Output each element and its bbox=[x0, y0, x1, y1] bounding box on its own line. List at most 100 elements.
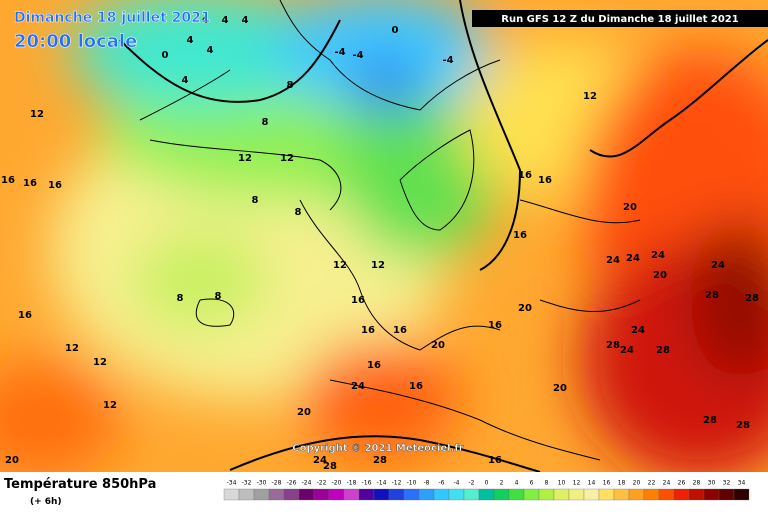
scale-swatch bbox=[313, 488, 330, 501]
scale-swatch bbox=[448, 488, 465, 501]
contour-label: 24 bbox=[606, 255, 620, 266]
scale-swatch bbox=[328, 488, 345, 501]
field-title: Température 850hPa bbox=[4, 477, 156, 492]
contour-label: 8 bbox=[252, 195, 259, 206]
contour-label: 28 bbox=[606, 340, 620, 351]
scale-label: 8 bbox=[545, 480, 549, 487]
contour-label: 24 bbox=[351, 381, 365, 392]
scale-label: -22 bbox=[317, 480, 327, 487]
scale-label: -26 bbox=[287, 480, 297, 487]
scale-swatch bbox=[703, 488, 720, 501]
scale-label: -12 bbox=[392, 480, 402, 487]
scale-label: 10 bbox=[558, 480, 566, 487]
scale-swatch bbox=[718, 488, 735, 501]
scale-label: 14 bbox=[588, 480, 596, 487]
contour-label: 28 bbox=[745, 293, 759, 304]
contour-label: 16 bbox=[488, 320, 502, 331]
contour-label: 16 bbox=[409, 381, 423, 392]
contour-label: 8 bbox=[215, 291, 222, 302]
scale-label: -2 bbox=[469, 480, 475, 487]
run-banner bbox=[472, 10, 768, 27]
contour-label: 4 bbox=[242, 15, 249, 26]
contour-label: -4 bbox=[442, 55, 453, 66]
contour-label: 16 bbox=[538, 175, 552, 186]
scale-swatch bbox=[268, 488, 285, 501]
scale-label: 22 bbox=[648, 480, 656, 487]
scale-swatch bbox=[733, 488, 750, 501]
scale-label: 30 bbox=[708, 480, 716, 487]
scale-label: -30 bbox=[257, 480, 267, 487]
contour-label: 20 bbox=[623, 202, 637, 213]
scale-swatch bbox=[658, 488, 675, 501]
contour-label: 20 bbox=[5, 455, 19, 466]
scale-swatch bbox=[598, 488, 615, 501]
map-date: Dimanche 18 juillet 2021 bbox=[14, 10, 211, 26]
scale-label: -10 bbox=[407, 480, 417, 487]
contour-label: 8 bbox=[295, 207, 302, 218]
scale-label: 6 bbox=[530, 480, 534, 487]
map-time: 20:00 locale bbox=[14, 31, 137, 52]
scale-swatch bbox=[568, 488, 585, 501]
scale-label: -28 bbox=[272, 480, 282, 487]
lead-time: (+ 6h) bbox=[30, 497, 62, 507]
scale-label: 12 bbox=[573, 480, 581, 487]
scale-label: -14 bbox=[377, 480, 387, 487]
contour-label: 12 bbox=[103, 400, 117, 411]
contour-label: 16 bbox=[18, 310, 32, 321]
scale-swatch bbox=[613, 488, 630, 501]
contour-label: 12 bbox=[280, 153, 294, 164]
contour-label: 28 bbox=[703, 415, 717, 426]
scale-swatch bbox=[373, 488, 390, 501]
scale-label: 2 bbox=[500, 480, 504, 487]
contour-label: 4 bbox=[187, 35, 194, 46]
contour-label: 24 bbox=[631, 325, 645, 336]
scale-swatch bbox=[253, 488, 270, 501]
contour-label: -4 bbox=[334, 47, 345, 58]
contour-label: 28 bbox=[323, 461, 337, 472]
scale-swatch bbox=[463, 488, 480, 501]
contour-label: 12 bbox=[30, 109, 44, 120]
contour-label: 16 bbox=[513, 230, 527, 241]
contour-label: 16 bbox=[1, 175, 15, 186]
contour-label: 24 bbox=[626, 253, 640, 264]
contour-lines bbox=[119, 0, 768, 472]
contour-label: 28 bbox=[373, 455, 387, 466]
contour-label: 12 bbox=[583, 91, 597, 102]
contour-label: 24 bbox=[620, 345, 634, 356]
scale-swatch bbox=[538, 488, 555, 501]
scale-label: 28 bbox=[693, 480, 701, 487]
scale-label: 26 bbox=[678, 480, 686, 487]
copyright: Copyright © 2021 Meteociel.fr bbox=[292, 443, 463, 454]
contour-label: 4 bbox=[222, 15, 229, 26]
contour-label: 20 bbox=[653, 270, 667, 281]
scale-label: 4 bbox=[515, 480, 519, 487]
contour-label: 28 bbox=[736, 420, 750, 431]
scale-label: -24 bbox=[302, 480, 312, 487]
scale-swatch bbox=[673, 488, 690, 501]
contour-label: 0 bbox=[162, 50, 169, 61]
contour-label: -4 bbox=[352, 50, 363, 61]
scale-swatch bbox=[283, 488, 300, 501]
scale-swatch bbox=[688, 488, 705, 501]
contour-label: 8 bbox=[177, 293, 184, 304]
contour-label: 16 bbox=[393, 325, 407, 336]
scale-swatch bbox=[418, 488, 435, 501]
contour-label: 12 bbox=[333, 260, 347, 271]
scale-swatch bbox=[388, 488, 405, 501]
scale-swatch bbox=[433, 488, 450, 501]
contour-label: 16 bbox=[488, 455, 502, 466]
scale-swatch bbox=[643, 488, 660, 501]
scale-swatch bbox=[343, 488, 360, 501]
contour-label: 28 bbox=[705, 290, 719, 301]
scale-label: -8 bbox=[424, 480, 430, 487]
contour-label: 24 bbox=[651, 250, 665, 261]
scale-swatch bbox=[223, 488, 240, 501]
scale-swatch bbox=[523, 488, 540, 501]
scale-label: -16 bbox=[362, 480, 372, 487]
contour-label: 16 bbox=[518, 170, 532, 181]
contour-label: 8 bbox=[262, 117, 269, 128]
scale-label: 24 bbox=[663, 480, 671, 487]
run-info: Run GFS 12 Z du Dimanche 18 juillet 2021 bbox=[501, 14, 739, 25]
contour-label: 24 bbox=[711, 260, 725, 271]
